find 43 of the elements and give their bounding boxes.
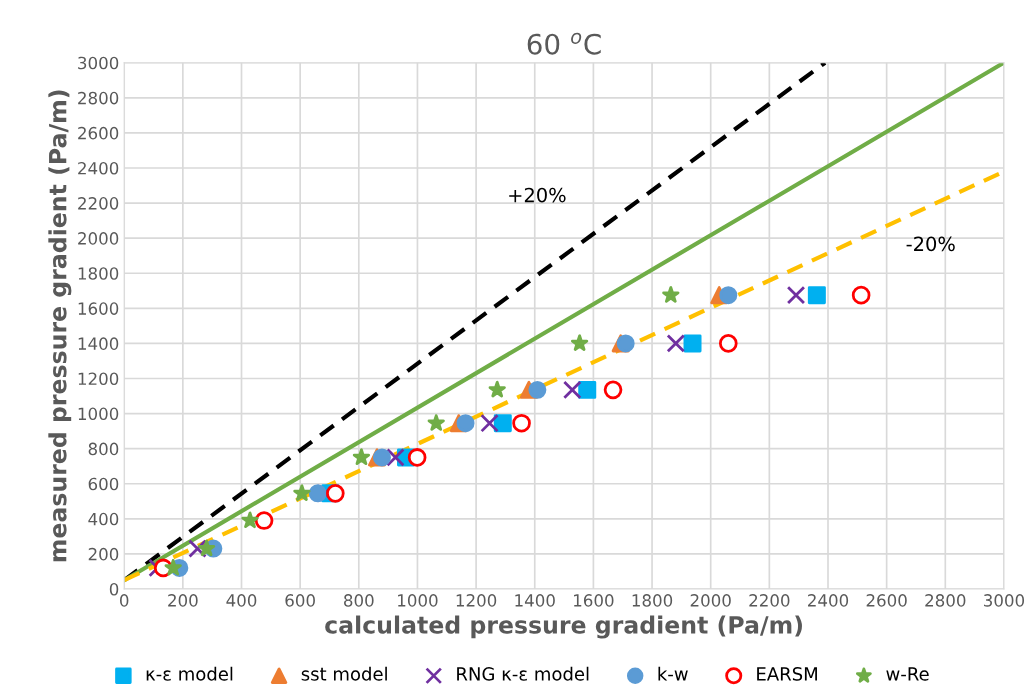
x-tick-label: 2200 [749, 594, 790, 607]
x-axis-title: calculated pressure gradient (Pa/m) [325, 615, 802, 639]
annotation: +20% [509, 187, 566, 203]
y-tick-label: 2200 [78, 197, 119, 210]
x-tick-label: 1800 [632, 594, 673, 607]
y-tick-label: 0 [109, 582, 119, 596]
legend-label: EARSM [757, 667, 817, 681]
x-tick-label: 0 [120, 594, 129, 607]
x-tick-label: 3000 [984, 594, 1025, 607]
y-tick-label: 1200 [78, 372, 119, 386]
y-tick-label: 2400 [78, 161, 119, 175]
y-tick-label: 1400 [78, 337, 119, 350]
y-axis-title: measured pressure gradient (Pa/m) [48, 90, 72, 562]
annotation: -20% [906, 236, 955, 252]
y-tick-label: 200 [88, 547, 119, 561]
y-tick-label: 1800 [78, 267, 119, 280]
chart-title: 60 $^{o}$C [527, 32, 601, 55]
x-tick-label: 2600 [866, 594, 907, 607]
y-tick-label: 400 [88, 512, 119, 526]
y-tick-label: 600 [88, 477, 119, 491]
x-tick-label: 1000 [398, 594, 438, 607]
legend-label: RNG κ-ε model [457, 666, 589, 681]
x-tick-label: 400 [226, 594, 257, 607]
x-tick-label: 1600 [574, 594, 614, 607]
x-tick-label: 600 [285, 594, 315, 607]
y-tick-label: 1000 [78, 407, 119, 421]
x-tick-label: 800 [344, 594, 374, 607]
x-tick-label: 2000 [690, 594, 731, 607]
legend-label: k-w [658, 666, 688, 681]
y-tick-label: 3000 [78, 56, 119, 70]
legend-label: κ-ε model [146, 666, 233, 681]
x-tick-label: 2800 [925, 594, 966, 607]
x-tick-label: 200 [168, 594, 198, 607]
y-tick-label: 2800 [78, 91, 119, 105]
x-tick-label: 1400 [515, 594, 555, 607]
y-tick-label: 2600 [78, 126, 119, 140]
y-tick-label: 2000 [78, 232, 119, 245]
legend-label: w-Re [886, 667, 929, 681]
legend-label: sst model [301, 666, 387, 681]
x-tick-label: 2400 [808, 594, 849, 607]
y-tick-label: 800 [88, 442, 119, 456]
y-tick-label: 1600 [78, 302, 119, 315]
x-tick-label: 1200 [456, 594, 497, 607]
